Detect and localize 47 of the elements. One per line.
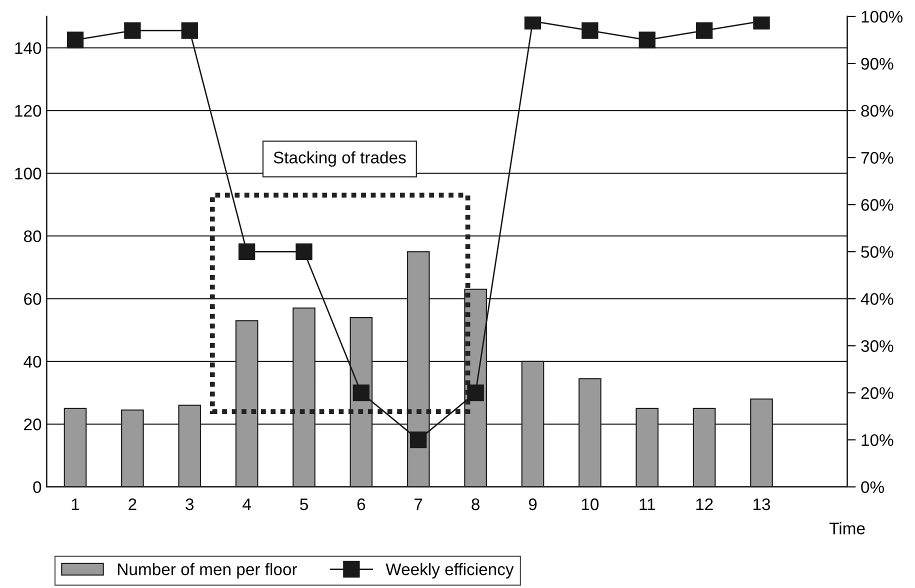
point	[467, 384, 484, 402]
point	[410, 431, 427, 448]
y-tick-label: 20	[24, 418, 42, 430]
y2-tick-label: 90%	[861, 58, 894, 70]
legend-label: Number of men per floor	[118, 563, 298, 579]
x-tick-label: 12	[696, 498, 713, 510]
x-tick-label: 8	[472, 498, 480, 510]
y2-tick-label: 0%	[861, 481, 884, 494]
x-tick-label: 13	[754, 498, 770, 510]
y-tick-label: 120	[15, 104, 42, 117]
x-tick-label: 5	[300, 498, 308, 510]
y-tick-label: 140	[15, 42, 42, 54]
point	[696, 22, 713, 39]
point	[582, 22, 598, 39]
y2-tick-label: 70%	[861, 152, 894, 164]
y2-tick-label: 30%	[861, 340, 894, 352]
x-tick-label: 1	[72, 498, 80, 510]
x-tick-label: 10	[582, 498, 599, 510]
point	[352, 384, 370, 402]
x-tick-label: 9	[528, 498, 537, 510]
point	[238, 243, 256, 260]
point	[638, 32, 656, 48]
y2-tick-label: 40%	[860, 293, 894, 305]
x-tick-label: 7	[414, 498, 422, 510]
x-tick-label: 11	[640, 498, 655, 510]
point	[66, 32, 84, 48]
y2-tick-label: 50%	[861, 246, 894, 258]
x-tick-label: 6	[357, 498, 366, 510]
y2-tick-label: 80%	[861, 104, 894, 117]
y-tick-label: 0	[33, 481, 42, 494]
annotation: Stacking of trades	[274, 151, 406, 167]
y2-tick-label: 60%	[861, 199, 894, 211]
y-tick-label: 60	[24, 293, 42, 305]
y-tick-label: 100	[15, 168, 42, 180]
point	[296, 243, 312, 260]
x-tick-label: 4	[242, 498, 251, 510]
y2-tick-label: 10%	[862, 434, 894, 446]
point	[181, 22, 198, 39]
legend-label: Weekly efficiency	[386, 563, 514, 579]
y2-tick-label: 100%	[862, 10, 903, 23]
x-axis-title: Time	[829, 522, 865, 534]
y-tick-label: 40	[24, 356, 42, 368]
x-tick-label: 3	[186, 498, 194, 510]
y-tick-label: 80	[24, 230, 42, 242]
x-tick-label: 2	[128, 498, 136, 510]
point	[124, 22, 141, 39]
y2-tick-label: 20%	[861, 387, 894, 399]
